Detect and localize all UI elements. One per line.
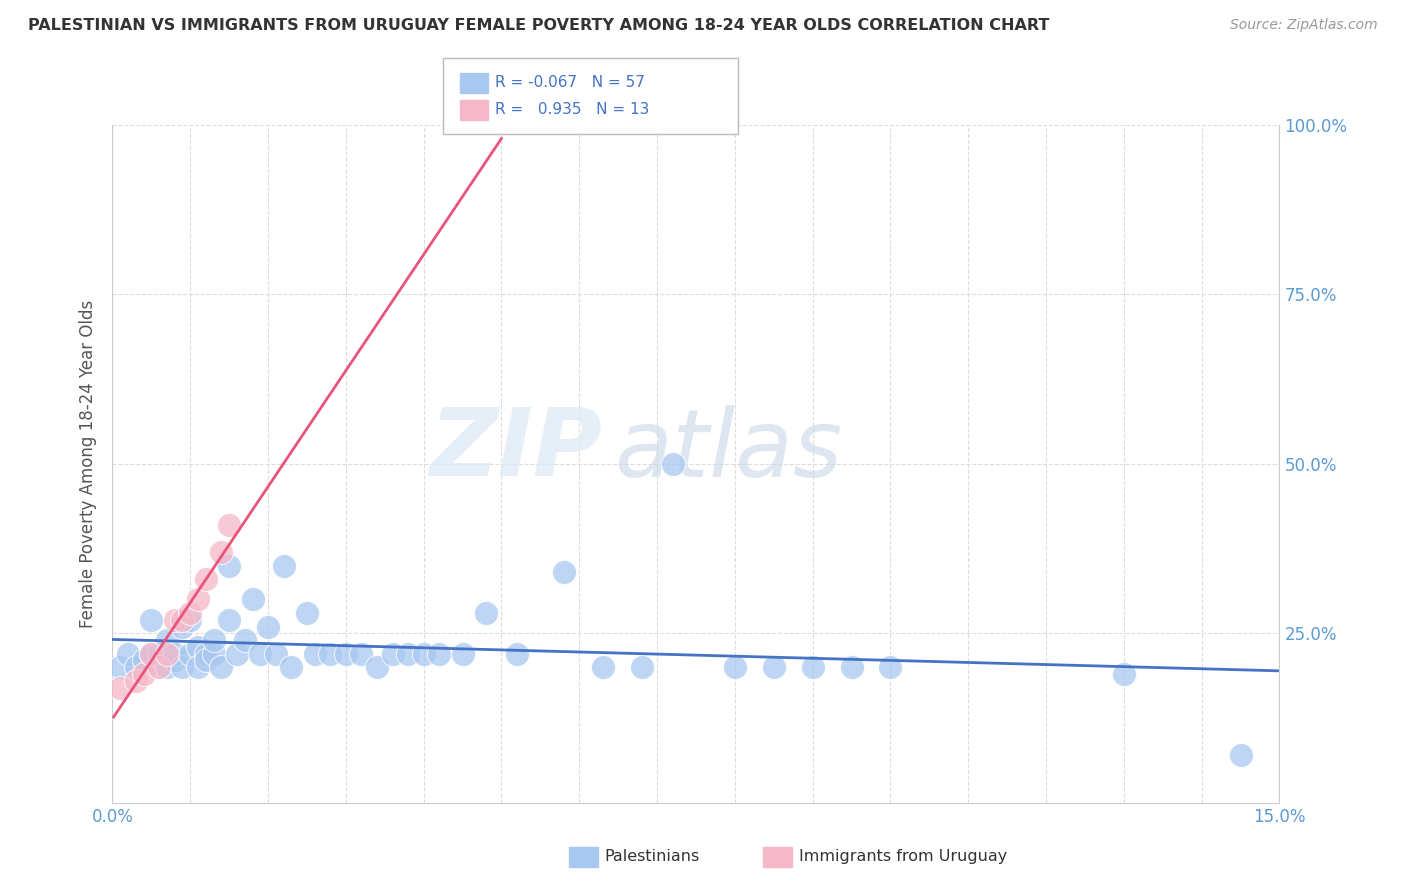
Point (156, 660, 179, 674)
Text: R = -0.067   N = 57: R = -0.067 N = 57 (495, 76, 645, 90)
Point (218, 613, 240, 627)
Point (179, 613, 201, 627)
Point (163, 653, 186, 667)
Point (156, 633, 179, 648)
Point (475, 606, 498, 620)
Point (148, 660, 170, 674)
Point (194, 572, 217, 586)
Point (242, 592, 264, 607)
Point (249, 647, 271, 661)
Text: PALESTINIAN VS IMMIGRANTS FROM URUGUAY FEMALE POVERTY AMONG 18-24 YEAR OLDS CORR: PALESTINIAN VS IMMIGRANTS FROM URUGUAY F… (28, 18, 1049, 33)
Point (202, 633, 225, 648)
Point (194, 653, 217, 667)
Point (163, 613, 186, 627)
Point (427, 647, 450, 661)
Y-axis label: Female Poverty Among 18-24 Year Olds: Female Poverty Among 18-24 Year Olds (79, 300, 97, 628)
Point (179, 606, 201, 620)
Point (319, 647, 342, 661)
Text: ZIP: ZIP (430, 404, 603, 496)
Point (451, 647, 474, 661)
Point (592, 660, 614, 674)
Text: Palestinians: Palestinians (605, 849, 700, 863)
Point (1229, 748, 1251, 763)
Point (172, 660, 194, 674)
Point (148, 647, 170, 661)
Point (381, 647, 404, 661)
Text: atlas: atlas (614, 405, 842, 496)
Point (141, 647, 163, 661)
Point (412, 647, 434, 661)
Point (553, 566, 575, 580)
Point (172, 613, 194, 627)
Point (110, 660, 132, 674)
Text: Immigrants from Uruguay: Immigrants from Uruguay (799, 849, 1007, 863)
Point (172, 619, 194, 633)
Point (187, 592, 209, 607)
Point (366, 660, 388, 674)
Point (179, 647, 201, 661)
Point (218, 517, 240, 532)
Point (264, 647, 287, 661)
Point (209, 545, 232, 559)
Point (218, 558, 240, 573)
Point (125, 660, 148, 674)
Point (202, 647, 225, 661)
Point (801, 660, 824, 674)
Point (156, 647, 179, 661)
Point (295, 606, 318, 620)
Point (335, 647, 357, 661)
Point (125, 673, 148, 688)
Point (350, 647, 373, 661)
Point (194, 647, 217, 661)
Point (841, 660, 863, 674)
Point (117, 647, 139, 661)
Point (257, 619, 280, 633)
Point (879, 660, 901, 674)
Point (148, 660, 170, 674)
Point (273, 558, 295, 573)
Point (141, 613, 163, 627)
Text: R =   0.935   N = 13: R = 0.935 N = 13 (495, 103, 650, 117)
Point (661, 457, 683, 471)
Point (110, 681, 132, 695)
Point (141, 647, 163, 661)
Point (187, 640, 209, 654)
Point (187, 660, 209, 674)
Point (304, 647, 326, 661)
Point (630, 660, 652, 674)
Point (762, 660, 785, 674)
Point (226, 647, 249, 661)
Point (280, 660, 302, 674)
Point (233, 633, 256, 648)
Point (209, 660, 232, 674)
Point (396, 647, 419, 661)
Point (1112, 667, 1135, 681)
Point (724, 660, 747, 674)
Text: Source: ZipAtlas.com: Source: ZipAtlas.com (1230, 18, 1378, 32)
Point (506, 647, 529, 661)
Point (132, 667, 155, 681)
Point (163, 647, 186, 661)
Point (132, 653, 155, 667)
